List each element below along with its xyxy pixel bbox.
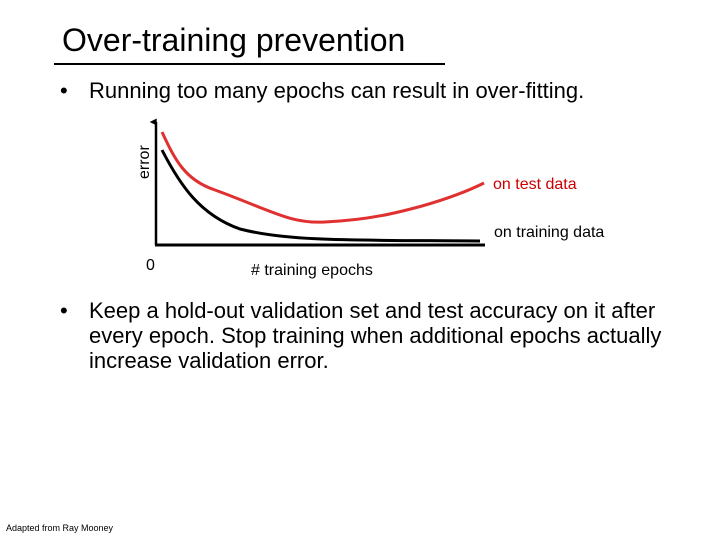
test-data-label: on test data <box>493 176 577 193</box>
slide-title: Over-training prevention <box>62 22 406 58</box>
test-error-curve <box>160 131 485 224</box>
title-underline <box>54 63 445 65</box>
bullet-overfitting: • Running too many epochs can result in … <box>60 78 700 104</box>
bullet-dot: • <box>60 298 68 323</box>
bullet-holdout-validation: • Keep a hold-out validation set and tes… <box>60 298 680 378</box>
origin-label: 0 <box>146 257 155 274</box>
bullet-text: Running too many epochs can result in ov… <box>89 78 585 103</box>
credit-footnote: Adapted from Ray Mooney <box>6 523 114 533</box>
x-axis-label: # training epochs <box>251 262 373 279</box>
y-axis-label: error <box>136 145 153 179</box>
training-error-curve <box>160 149 481 243</box>
training-data-label: on training data <box>494 224 604 241</box>
bullet-dot: • <box>60 78 68 103</box>
bullet-text: Keep a hold-out validation set and test … <box>89 298 662 373</box>
